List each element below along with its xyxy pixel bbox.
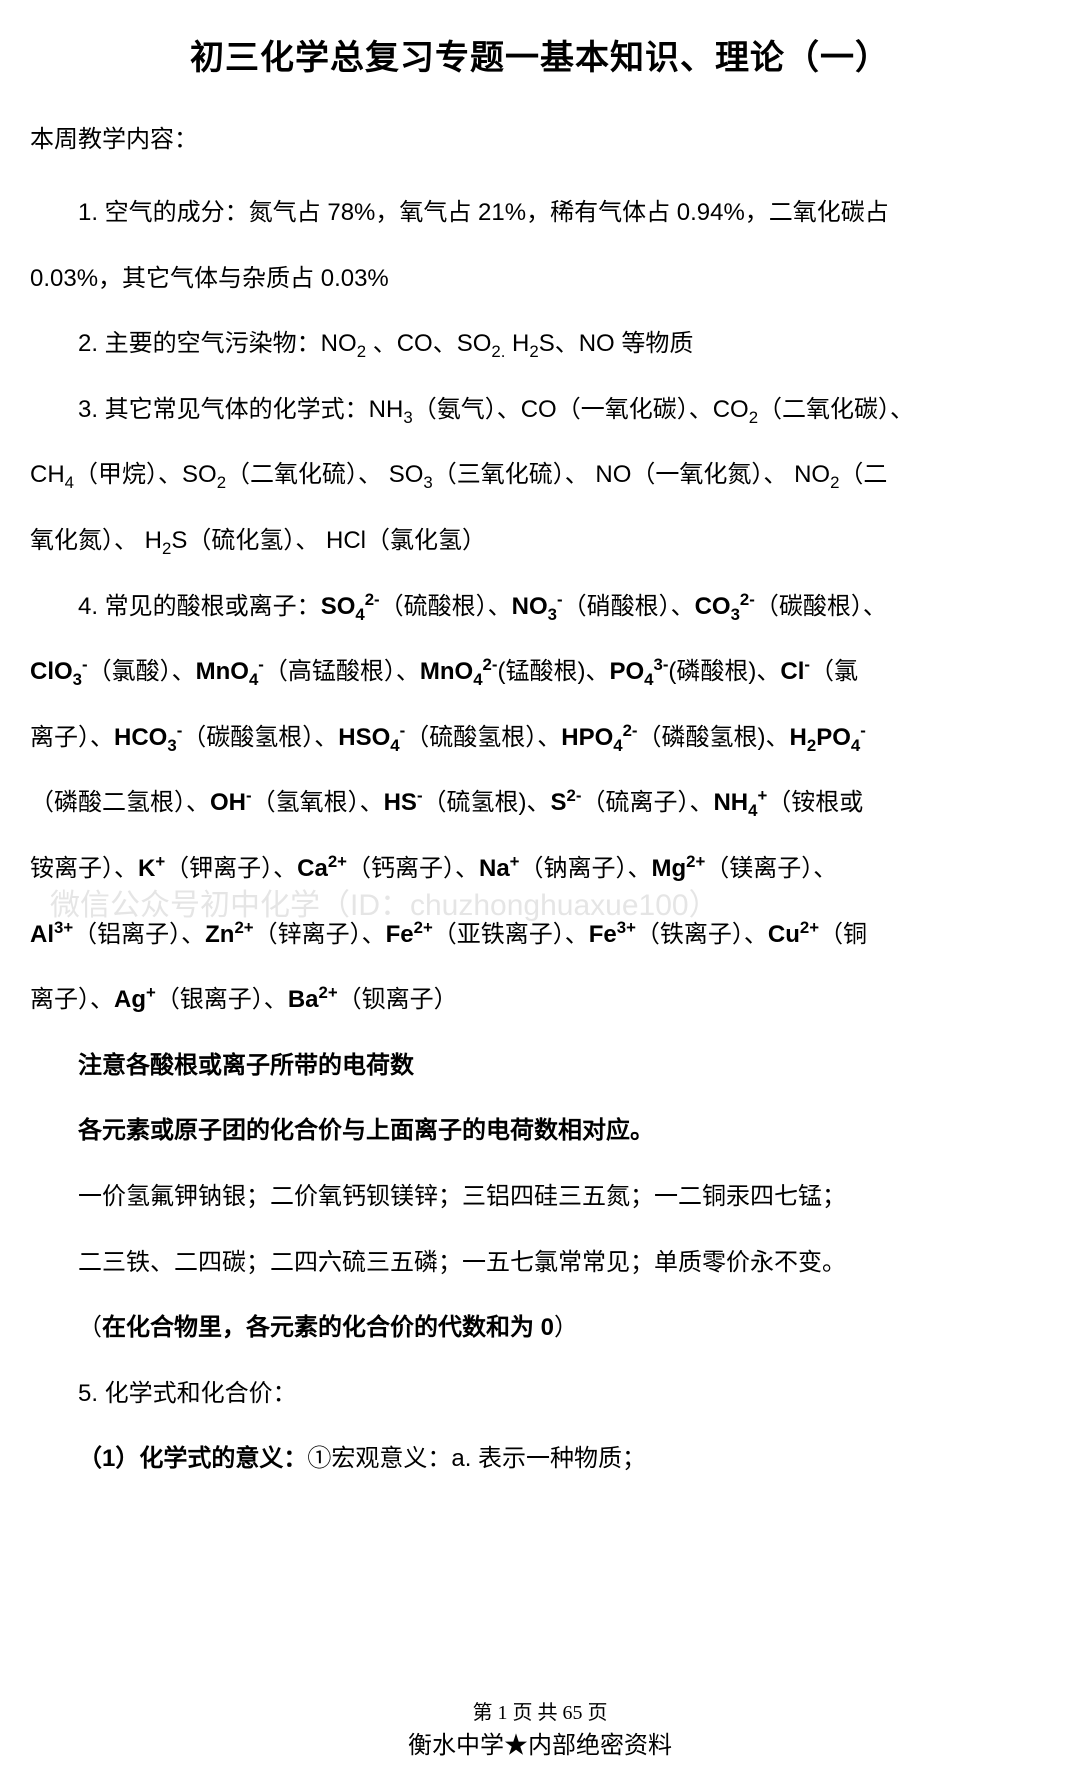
item-4-cont2: 离子）、HCO3-（碳酸氢根）、HSO4-（硫酸氢根）、HPO42-（磷酸氢根)… xyxy=(30,709,1050,767)
item-1: 1. 空气的成分：氮气占 78%，氧气占 21%，稀有气体占 0.94%，二氧化… xyxy=(30,184,1050,242)
item-4: 4. 常见的酸根或离子：SO42-（硫酸根）、NO3-（硝酸根）、CO32-（碳… xyxy=(30,578,1050,636)
valence-mnemonic-2: 二三铁、二四碳；二四六硫三五磷；一五七氯常常见；单质零价永不变。 xyxy=(30,1234,1050,1292)
item-3-cont2: 氧化氮）、 H2S（硫化氢）、 HCl（氯化氢） xyxy=(30,512,1050,570)
item-4-cont4: 铵离子）、K+（钾离子）、Ca2+（钙离子）、Na+（钠离子）、Mg2+（镁离子… xyxy=(30,840,1050,898)
item-5: 5. 化学式和化合价： xyxy=(30,1365,1050,1423)
document-content: 初三化学总复习专题一基本知识、理论（一） 本周教学内容： 1. 空气的成分：氮气… xyxy=(30,30,1050,1488)
item-3-cont1: CH4（甲烷）、SO2（二氧化硫）、 SO3（三氧化硫）、 NO（一氧化氮）、 … xyxy=(30,446,1050,504)
item-5-1: （1）化学式的意义：①宏观意义：a. 表示一种物质； xyxy=(30,1430,1050,1488)
note-3: （在化合物里，各元素的化合价的代数和为 0） xyxy=(30,1299,1050,1357)
item-4-cont1: ClO3-（氯酸）、MnO4-（高锰酸根）、MnO42-(锰酸根)、PO43-(… xyxy=(30,643,1050,701)
intro-text: 本周教学内容： xyxy=(30,119,1050,154)
note-2: 各元素或原子团的化合价与上面离子的电荷数相对应。 xyxy=(30,1102,1050,1160)
item-1-cont: 0.03%，其它气体与杂质占 0.03% xyxy=(30,250,1050,308)
item-3: 3. 其它常见气体的化学式：NH3（氨气）、CO（一氧化碳）、CO2（二氧化碳）… xyxy=(30,381,1050,439)
item-4-cont3: （磷酸二氢根）、OH-（氢氧根）、HS-（硫氢根)、S2-（硫离子）、NH4+（… xyxy=(30,774,1050,832)
item-4-cont5: Al3+（铝离子）、Zn2+（锌离子）、Fe2+（亚铁离子）、Fe3+（铁离子）… xyxy=(30,906,1050,964)
page-number: 第 1 页 共 65 页 xyxy=(0,1696,1080,1725)
note-1: 注意各酸根或离子所带的电荷数 xyxy=(30,1037,1050,1095)
footer-school: 衡水中学★内部绝密资料 xyxy=(0,1725,1080,1760)
item-4-cont6: 离子）、Ag+（银离子）、Ba2+（钡离子） xyxy=(30,971,1050,1029)
valence-mnemonic-1: 一价氢氟钾钠银；二价氧钙钡镁锌；三铝四硅三五氮；一二铜汞四七锰； xyxy=(30,1168,1050,1226)
document-title: 初三化学总复习专题一基本知识、理论（一） xyxy=(30,30,1050,79)
item-2: 2. 主要的空气污染物：NO2 、CO、SO2. H2S、NO 等物质 xyxy=(30,315,1050,373)
